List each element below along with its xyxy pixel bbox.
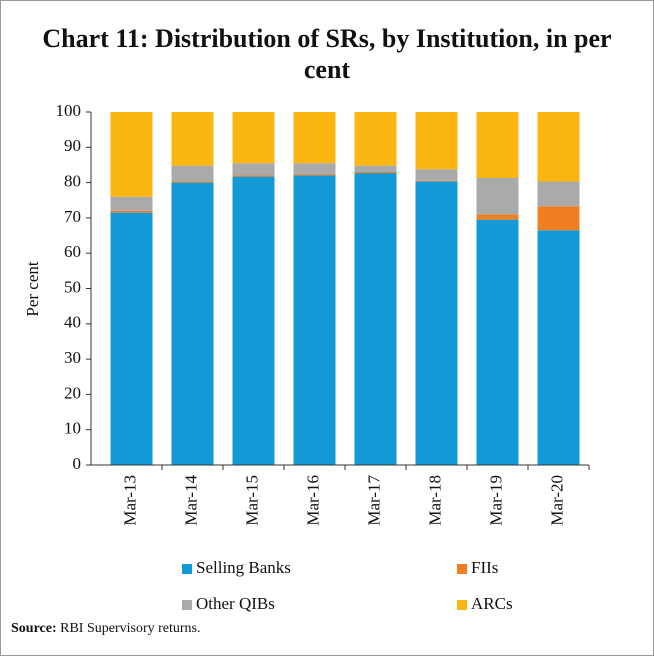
legend-swatch (457, 564, 467, 574)
bar-segment (293, 163, 336, 175)
bar-segment (293, 112, 336, 164)
legend-swatch (457, 600, 467, 610)
bar-segment (537, 112, 580, 182)
legend-label: Selling Banks (196, 558, 291, 577)
bar-segment (537, 206, 580, 231)
bar-segment (476, 178, 519, 215)
bar-segment (232, 112, 275, 164)
bar-segment (476, 214, 519, 220)
y-tick-label: 70 (64, 207, 81, 226)
bar-segment (415, 180, 458, 182)
bar-segment (415, 181, 458, 465)
y-tick-label: 10 (64, 419, 81, 438)
bar-segment (232, 175, 275, 177)
source-label: Source: (11, 621, 57, 636)
bar-segment (415, 169, 458, 181)
bar-segment (537, 230, 580, 465)
bar-segment (354, 165, 397, 173)
bar-segment (171, 182, 214, 465)
bar-segment (110, 210, 153, 213)
legend-label: Other QIBs (196, 594, 275, 613)
legend-swatch (182, 600, 192, 610)
bar-segment (232, 176, 275, 465)
x-tick-label: Mar-19 (486, 475, 505, 526)
legend-label: ARCs (471, 594, 513, 613)
x-tick-label: Mar-17 (364, 475, 383, 526)
y-tick-label: 80 (64, 172, 81, 191)
bar-segment (110, 196, 153, 211)
y-tick-label: 90 (64, 136, 81, 155)
bar-segment (354, 172, 397, 174)
y-tick-label: 0 (73, 454, 82, 473)
bar-segment (415, 112, 458, 170)
bar-segment (110, 112, 153, 197)
bar-segment (537, 181, 580, 207)
bar-segment (171, 165, 214, 182)
x-tick-label: Mar-13 (120, 475, 139, 526)
bar-segment (171, 181, 214, 183)
bar-segment (476, 219, 519, 465)
y-tick-label: 60 (64, 242, 81, 261)
y-axis-label: Per cent (23, 261, 42, 317)
bar-segment (171, 112, 214, 166)
x-tick-label: Mar-18 (425, 475, 444, 526)
x-tick-label: Mar-16 (303, 475, 322, 526)
bar-segment (110, 212, 153, 465)
source-text: RBI Supervisory returns. (60, 621, 201, 636)
chart-title: Chart 11: Distribution of SRs, by Instit… (42, 24, 612, 84)
y-tick-label: 20 (64, 383, 81, 402)
legend-swatch (182, 564, 192, 574)
bar-segment (354, 112, 397, 166)
x-tick-label: Mar-15 (242, 475, 261, 526)
y-tick-label: 30 (64, 348, 81, 367)
bar-segment (293, 174, 336, 176)
x-tick-label: Mar-20 (547, 475, 566, 526)
legend-label: FIIs (471, 558, 498, 577)
y-tick-label: 40 (64, 313, 81, 332)
bar-segment (232, 163, 275, 176)
bar-segment (354, 173, 397, 465)
bar-segment (293, 175, 336, 466)
x-tick-label: Mar-14 (181, 475, 200, 526)
y-tick-label: 100 (56, 101, 82, 120)
bar-segment (476, 112, 519, 179)
source-note: Source: RBI Supervisory returns. (11, 621, 201, 637)
y-tick-label: 50 (64, 277, 81, 296)
